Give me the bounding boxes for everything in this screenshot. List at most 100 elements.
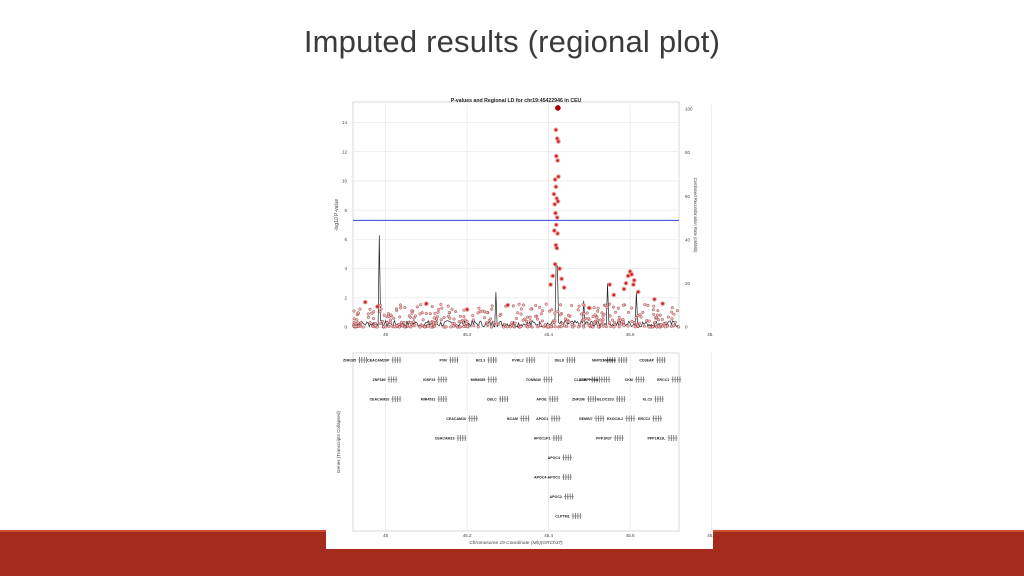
background-snp-point — [368, 307, 372, 311]
gene-label: BCL3 — [476, 359, 485, 363]
gene-exon — [594, 376, 596, 383]
gene-exon — [390, 376, 392, 383]
snp-point — [552, 192, 556, 196]
background-snp-point — [567, 313, 570, 317]
background-snp-point — [455, 324, 459, 327]
background-snp-point — [412, 320, 416, 324]
gene-exon — [457, 435, 459, 441]
gene-exon — [443, 376, 445, 383]
gene-label: CLPTM1 — [555, 515, 569, 519]
background-snp-point — [356, 311, 360, 315]
background-snp-point — [452, 324, 456, 328]
background-snp-point — [368, 321, 372, 325]
background-snp-point — [526, 322, 530, 326]
gene-exon — [679, 376, 681, 383]
x-tick-label: 45.8 — [707, 332, 713, 337]
y-tick-label: 2 — [344, 295, 347, 300]
gene-label: PPP1R13L — [648, 437, 667, 441]
snp-point — [560, 277, 563, 281]
background-snp-point — [522, 303, 525, 307]
background-snp-point — [580, 312, 583, 316]
y2-axis-label: Combined Recombination Rate (cM/Mb) — [693, 178, 698, 253]
snp-point — [557, 140, 560, 143]
background-snp-point — [446, 304, 450, 308]
chart-title: P-values and Regional LD for chr19:45422… — [451, 98, 582, 104]
y2-tick-label: 40 — [685, 237, 691, 242]
background-snp-point — [352, 309, 356, 313]
gene-label: ZNF285 — [343, 359, 356, 363]
snp-point — [506, 303, 510, 307]
y2-tick-label: 20 — [685, 281, 691, 286]
gene-exon — [397, 357, 399, 363]
gene-exon — [674, 376, 676, 383]
background-snp-point — [462, 315, 466, 318]
gene-label: ZNF180 — [373, 378, 386, 382]
background-snp-point — [506, 325, 510, 329]
background-snp-point — [670, 310, 674, 314]
background-snp-point — [582, 312, 586, 316]
gene-exon — [598, 376, 600, 383]
gene-exon — [551, 415, 553, 422]
gene-label: CBLC — [487, 398, 497, 402]
background-snp-point — [395, 324, 399, 328]
gene-exon — [445, 376, 447, 383]
x-axis-label: Chromosome 19 Coordinate (Mb)(GRCh37) — [469, 540, 563, 546]
background-snp-point — [398, 325, 401, 329]
gene-exon — [607, 357, 609, 363]
y-tick-label: 8 — [344, 208, 347, 213]
gene-panel — [352, 352, 680, 532]
gene-label: CKM — [625, 378, 633, 382]
background-snp-point — [534, 304, 538, 307]
gene-exon — [664, 357, 666, 363]
gene-exon — [551, 376, 552, 383]
background-snp-point — [432, 321, 436, 325]
gene-label: BLOC1S3 — [597, 398, 614, 402]
background-snp-point — [608, 314, 612, 318]
gene-exon — [452, 357, 454, 363]
gene-exon — [394, 357, 396, 363]
gene-exon — [443, 396, 445, 402]
gene-exon — [574, 357, 575, 363]
background-snp-point — [528, 315, 532, 319]
background-snp-point — [446, 314, 450, 318]
background-snp-point — [666, 315, 670, 319]
background-snp-point — [642, 324, 646, 328]
background-snp-point — [548, 309, 552, 313]
gene-exon — [614, 435, 616, 441]
gene-exon — [601, 376, 603, 383]
background-snp-point — [611, 318, 614, 322]
background-snp-point — [553, 325, 557, 329]
gene-exon — [569, 357, 571, 363]
background-snp-point — [437, 307, 441, 311]
gene-exon — [631, 415, 633, 422]
y-tick-label: 0 — [344, 325, 347, 330]
background-snp-point — [572, 324, 576, 328]
snp-point — [549, 283, 552, 286]
background-snp-point — [611, 305, 615, 309]
background-snp-point — [657, 318, 660, 322]
snp-point — [588, 306, 591, 310]
gene-exon — [552, 396, 553, 402]
background-snp-point — [395, 307, 399, 311]
gene-exon — [655, 396, 656, 402]
y2-tick-label: 60 — [685, 194, 691, 199]
gene-exon — [565, 474, 567, 480]
background-snp-point — [452, 317, 456, 321]
background-snp-point — [643, 303, 647, 307]
background-snp-point — [614, 310, 617, 314]
x-tick-label: 45 — [383, 332, 389, 337]
grid-lines — [353, 105, 712, 328]
background-snp-point — [458, 325, 462, 329]
background-snp-point — [664, 321, 668, 325]
background-snp-point — [591, 315, 595, 319]
background-snp-point — [448, 316, 452, 320]
gene-exon — [572, 513, 574, 519]
gene-label: APOC1P1 — [534, 437, 551, 441]
background-snp-point — [402, 320, 406, 324]
background-snp-point — [539, 312, 543, 316]
gene-exon — [440, 396, 442, 402]
background-snp-point — [476, 325, 480, 329]
gene-exon — [490, 376, 492, 383]
background-snp-point — [517, 302, 521, 306]
background-snp-point — [655, 316, 659, 319]
